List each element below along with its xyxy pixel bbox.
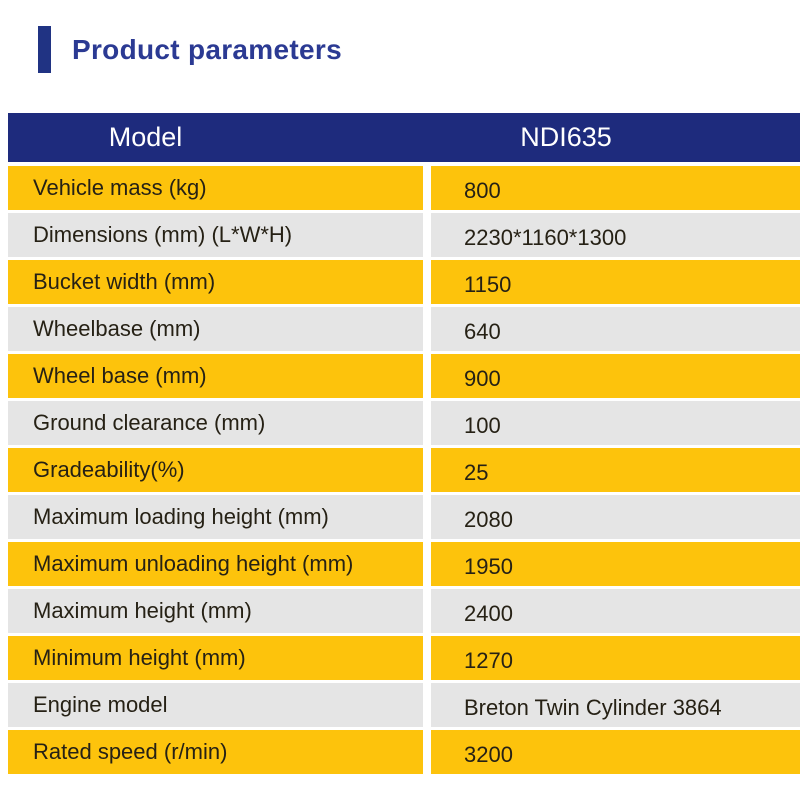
row-label: Vehicle mass (kg) xyxy=(8,166,423,210)
row-value: 640 xyxy=(431,307,800,351)
row-value: 3200 xyxy=(431,730,800,774)
row-label: Gradeability(%) xyxy=(8,448,423,492)
table-row: Wheelbase (mm) 640 xyxy=(8,307,800,351)
row-label: Rated speed (r/min) xyxy=(8,730,423,774)
row-value: Breton Twin Cylinder 3864 xyxy=(431,683,800,727)
table-row: Maximum loading height (mm) 2080 xyxy=(8,495,800,539)
table-row: Bucket width (mm) 1150 xyxy=(8,260,800,304)
table-row: Maximum unloading height (mm) 1950 xyxy=(8,542,800,586)
page-title: Product parameters xyxy=(72,33,342,65)
table-row: Vehicle mass (kg) 800 xyxy=(8,166,800,210)
row-label: Wheel base (mm) xyxy=(8,354,423,398)
row-value: 1950 xyxy=(431,542,800,586)
row-value: 2230*1160*1300 xyxy=(431,213,800,257)
row-label: Minimum height (mm) xyxy=(8,636,423,680)
table-row: Maximum height (mm) 2400 xyxy=(8,589,800,633)
row-label: Ground clearance (mm) xyxy=(8,401,423,445)
row-label: Dimensions (mm) (L*W*H) xyxy=(8,213,423,257)
section-header: Product parameters xyxy=(38,26,342,73)
product-parameters-table: Model NDI635 Vehicle mass (kg) 800 Dimen… xyxy=(8,113,800,774)
row-value: 1150 xyxy=(431,260,800,304)
table-row: Minimum height (mm) 1270 xyxy=(8,636,800,680)
row-label: Wheelbase (mm) xyxy=(8,307,423,351)
table-header-row: Model NDI635 xyxy=(8,113,800,162)
table-row: Gradeability(%) 25 xyxy=(8,448,800,492)
column-header-model-value: NDI635 xyxy=(520,122,612,152)
row-value: 2080 xyxy=(431,495,800,539)
table-row: Engine model Breton Twin Cylinder 3864 xyxy=(8,683,800,727)
table-row: Ground clearance (mm) 100 xyxy=(8,401,800,445)
row-label: Maximum unloading height (mm) xyxy=(8,542,423,586)
table-row: Wheel base (mm) 900 xyxy=(8,354,800,398)
column-header-model: Model xyxy=(108,122,183,152)
row-label: Bucket width (mm) xyxy=(8,260,423,304)
table-row: Dimensions (mm) (L*W*H) 2230*1160*1300 xyxy=(8,213,800,257)
row-value: 900 xyxy=(431,354,800,398)
row-value: 1270 xyxy=(431,636,800,680)
row-value: 800 xyxy=(431,166,800,210)
title-accent-bar xyxy=(38,26,51,73)
row-label: Maximum height (mm) xyxy=(8,589,423,633)
row-value: 100 xyxy=(431,401,800,445)
table-body: Vehicle mass (kg) 800 Dimensions (mm) (L… xyxy=(8,166,800,774)
row-label: Maximum loading height (mm) xyxy=(8,495,423,539)
row-value: 25 xyxy=(431,448,800,492)
table-row: Rated speed (r/min) 3200 xyxy=(8,730,800,774)
row-label: Engine model xyxy=(8,683,423,727)
row-value: 2400 xyxy=(431,589,800,633)
